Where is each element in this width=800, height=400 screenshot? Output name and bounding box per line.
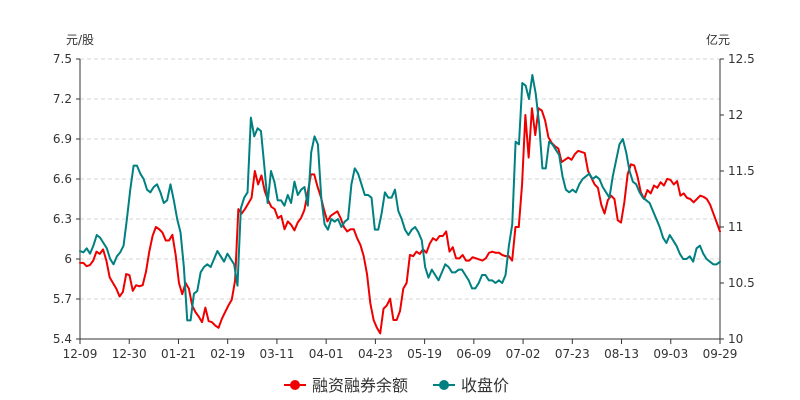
- x-axis-tick-label: 03-11: [259, 347, 294, 361]
- right-axis-tick-label: 10.5: [728, 276, 755, 290]
- x-axis-tick-label: 09-29: [703, 347, 738, 361]
- series-line-close-price: [79, 74, 721, 322]
- right-axis-tick-label: 10: [728, 332, 743, 346]
- left-axis-unit-label: 元/股: [66, 33, 94, 47]
- legend-dot-financing-balance: [290, 380, 300, 390]
- x-axis-tick-label: 06-09: [456, 347, 491, 361]
- series-line-financing-balance: [79, 107, 721, 335]
- x-axis-tick-label: 12-30: [112, 347, 147, 361]
- right-axis-tick-label: 11.5: [728, 164, 755, 178]
- left-axis-tick-label: 6: [64, 252, 72, 266]
- right-axis-tick-label: 12: [728, 108, 743, 122]
- axis-layer: 元/股 亿元 5.4 5.7 6 6.3 6.6 6.9 7.2 7.5 10 10.5 11 11.…: [53, 32, 755, 361]
- legend-label-close-price: 收盘价: [461, 376, 509, 395]
- x-axis-tick-label: 02-19: [210, 347, 245, 361]
- right-axis-tick-label: 12.5: [728, 52, 755, 66]
- x-axis-tick-label: 07-02: [506, 347, 541, 361]
- legend-item-close-price[interactable]: 收盘价: [433, 376, 509, 395]
- left-axis-tick-label: 7.5: [53, 52, 72, 66]
- left-axis-tick-label: 6.6: [53, 172, 72, 186]
- x-axis-tick-label: 04-01: [309, 347, 344, 361]
- x-axis-tick-label: 12-09: [63, 347, 98, 361]
- x-axis-tick-label: 08-13: [604, 347, 639, 361]
- left-axis-tick-label: 6.3: [53, 212, 72, 226]
- left-axis-tick-label: 7.2: [53, 92, 72, 106]
- legend-dot-close-price: [439, 380, 449, 390]
- series-layer: [79, 74, 721, 335]
- x-axis-tick-label: 09-03: [653, 347, 688, 361]
- left-axis-tick-label: 5.4: [53, 332, 72, 346]
- left-axis-tick-label: 6.9: [53, 132, 72, 146]
- left-axis-tick-label: 5.7: [53, 292, 72, 306]
- legend: 融资融券余额 收盘价: [284, 376, 509, 395]
- right-axis-tick-label: 11: [728, 220, 743, 234]
- x-axis-tick-label: 05-19: [407, 347, 442, 361]
- right-axis-unit-label: 亿元: [706, 32, 730, 47]
- x-axis-tick-label: 01-21: [161, 347, 196, 361]
- legend-label-financing-balance: 融资融券余额: [312, 376, 408, 395]
- x-axis-tick-label: 07-23: [555, 347, 590, 361]
- x-axis-tick-label: 04-23: [358, 347, 393, 361]
- legend-item-financing-balance[interactable]: 融资融券余额: [284, 376, 408, 395]
